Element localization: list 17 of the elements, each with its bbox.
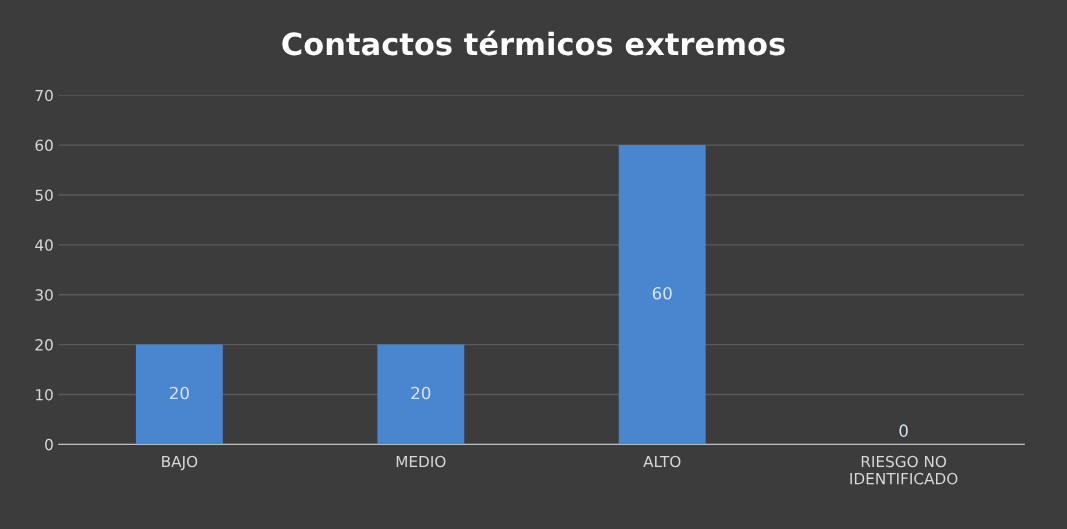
chart-title: Contactos térmicos extremos bbox=[282, 30, 785, 56]
x-tick-label: ALTO bbox=[643, 455, 681, 468]
y-tick-label: 20 bbox=[35, 339, 53, 351]
x-tick-label: MEDIO bbox=[396, 455, 446, 468]
data-label: 20 bbox=[170, 386, 189, 400]
y-tick-label: 30 bbox=[35, 289, 53, 301]
data-label: 20 bbox=[411, 386, 431, 400]
x-tick-label: RIESGO NO IDENTIFICADO bbox=[850, 455, 958, 485]
y-tick-label: 0 bbox=[45, 438, 53, 451]
data-label: 0 bbox=[899, 424, 908, 437]
data-label: 60 bbox=[652, 286, 672, 300]
y-tick-label: 50 bbox=[35, 189, 53, 201]
y-tick-label: 70 bbox=[35, 89, 53, 102]
y-tick-label: 10 bbox=[36, 388, 53, 401]
y-tick-label: 60 bbox=[35, 139, 53, 152]
x-tick-label: BAJO bbox=[162, 455, 198, 471]
y-tick-label: 40 bbox=[35, 239, 53, 251]
